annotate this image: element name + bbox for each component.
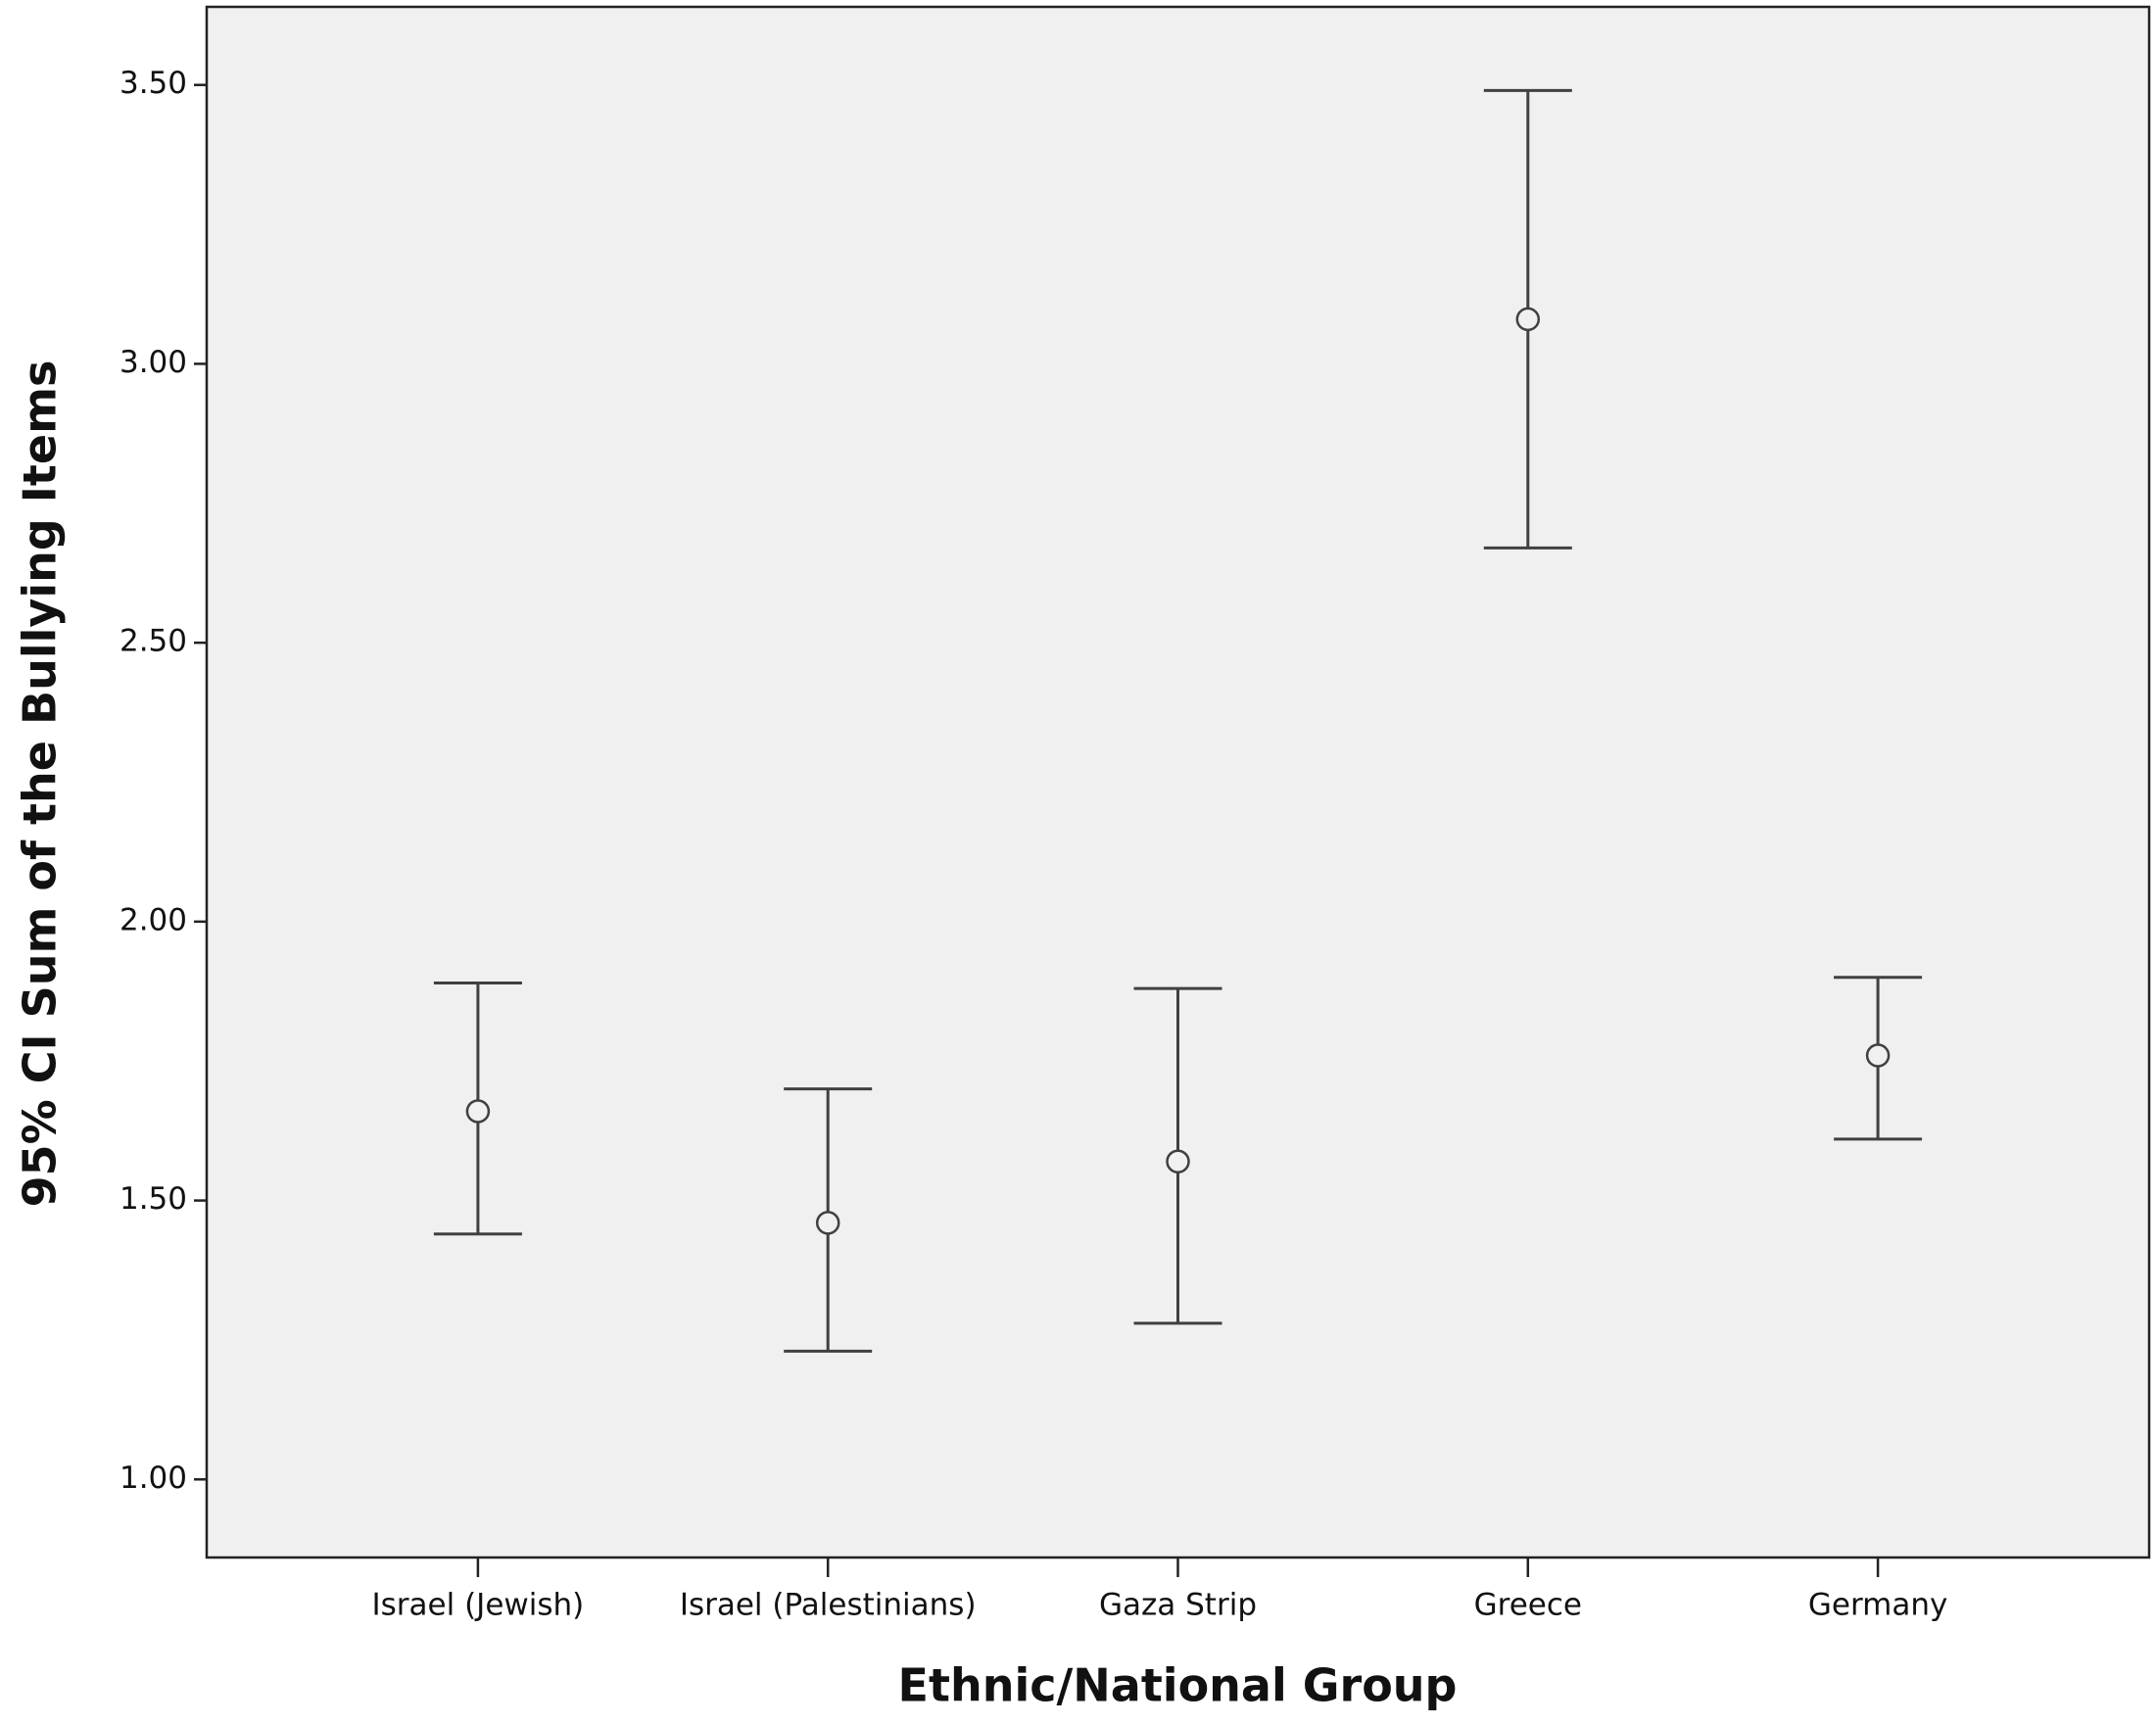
mean-marker (815, 1211, 840, 1235)
x-tick-label: Gaza Strip (1099, 1588, 1257, 1623)
y-tick-label: 1.50 (120, 1181, 187, 1217)
y-tick-label: 3.00 (120, 345, 187, 380)
mean-marker (1166, 1149, 1190, 1174)
mean-marker (1865, 1043, 1891, 1068)
x-tick-label: Germany (1808, 1588, 1947, 1623)
x-tick-label: Israel (Palestinians) (680, 1588, 977, 1623)
y-tick-label: 3.50 (120, 66, 187, 101)
y-axis-title: 95% CI Sum of the Bullying Items (14, 360, 67, 1208)
x-axis-title: Ethnic/National Group (898, 1659, 1458, 1712)
y-tick-label: 1.00 (120, 1461, 187, 1496)
y-tick-label: 2.50 (120, 624, 187, 659)
mean-marker (465, 1099, 491, 1124)
x-tick-label: Greece (1474, 1588, 1582, 1623)
y-tick-label: 2.00 (120, 902, 187, 937)
x-tick-label: Israel (Jewish) (372, 1588, 585, 1623)
plot-area (205, 5, 2151, 1559)
mean-marker (1515, 307, 1541, 332)
